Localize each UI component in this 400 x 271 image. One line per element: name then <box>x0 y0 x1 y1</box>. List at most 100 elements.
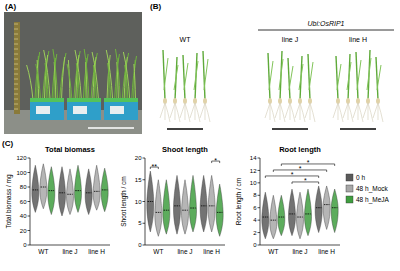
x-axis <box>30 245 110 246</box>
median-line <box>148 201 154 202</box>
seedling-root <box>348 103 353 122</box>
y-tick <box>258 158 261 159</box>
seedling-leaf <box>53 49 58 100</box>
seedling-root <box>200 103 205 118</box>
scale-bar <box>272 128 308 130</box>
y-tick-label: 8 <box>253 192 257 198</box>
figure: (A)(B)WTline Jline HUbi:OsRIP1(C)Total b… <box>0 0 400 271</box>
violin <box>58 167 65 216</box>
median-line <box>209 205 215 206</box>
seedling-shoot <box>183 55 185 100</box>
y-tick <box>258 232 261 233</box>
seedling-root <box>165 103 166 120</box>
x-tick-label: line J <box>62 248 77 255</box>
median-line <box>182 210 188 211</box>
seedling-leaf <box>123 52 129 100</box>
seedling-leaf <box>204 59 208 90</box>
seedling-leaf <box>289 66 293 90</box>
median-line <box>102 189 108 190</box>
ruler-tick <box>14 39 18 40</box>
pot-tag <box>110 106 124 114</box>
significance-label: * <box>291 171 294 178</box>
seedling-leaf <box>164 58 168 90</box>
y-axis-label: Shoot length / cm <box>120 176 128 227</box>
seedling-root <box>275 103 280 118</box>
seedling-shoot <box>368 50 370 100</box>
y-tick-label: 14 <box>250 155 257 161</box>
seedling-root <box>290 103 295 122</box>
seedling-leaf <box>134 64 136 100</box>
median-line <box>201 205 207 206</box>
legend-label: 48 h_Mock <box>356 185 389 193</box>
seedling-leaf <box>357 60 361 90</box>
y-tick-label: 12 <box>250 168 257 174</box>
median-line <box>324 204 330 205</box>
seedling-leaf <box>279 59 283 90</box>
y-tick-label: 0 <box>23 242 27 248</box>
violin <box>270 195 277 239</box>
ruler-tick <box>14 84 18 85</box>
seedling-root <box>280 103 285 122</box>
seedling-leaf <box>62 57 65 100</box>
y-tick-label: 2 <box>253 230 257 236</box>
seedling-leaf <box>174 65 178 90</box>
legend-swatch <box>346 174 353 181</box>
ruler-tick <box>14 74 18 75</box>
violin <box>85 169 92 215</box>
violin <box>304 189 311 236</box>
violin <box>200 175 207 232</box>
seedling-leaf <box>367 58 371 90</box>
median-line <box>305 213 311 214</box>
y-tick <box>258 182 261 183</box>
seedling-root <box>195 103 196 120</box>
seedling-shoot <box>203 51 205 100</box>
y-tick <box>28 245 31 246</box>
construct-label: Ubi:OsRIP1 <box>308 20 345 27</box>
median-line <box>190 208 196 209</box>
median-line <box>49 190 55 191</box>
ruler-tick <box>14 54 18 55</box>
seedling-root <box>358 103 359 120</box>
ruler-tick <box>14 44 18 45</box>
seedling-root <box>175 103 180 122</box>
median-line <box>271 220 277 221</box>
pot-rim <box>67 98 101 102</box>
median-line <box>86 192 92 193</box>
pot <box>67 98 101 120</box>
seedling-leaf <box>44 50 50 100</box>
chart-title: Shoot length <box>162 145 208 154</box>
x-tick-label: line H <box>318 248 335 255</box>
plot-area <box>32 164 108 216</box>
legend-swatch <box>346 185 353 192</box>
seedling-root <box>310 103 311 120</box>
seedling-root <box>363 103 368 118</box>
seedling-leaf <box>337 64 341 90</box>
seedling-root <box>338 103 343 122</box>
seedling-root <box>285 103 290 118</box>
scale-bar <box>340 128 376 130</box>
seedling-root <box>378 103 379 120</box>
violin <box>66 169 73 215</box>
seedling-shoot <box>348 54 350 100</box>
violin <box>32 165 39 212</box>
y-tick <box>258 195 261 196</box>
y-tick <box>28 158 31 159</box>
seedling-shoot <box>376 57 378 100</box>
seedling-root <box>348 103 349 120</box>
seedling-root <box>270 103 275 122</box>
median-line <box>41 187 47 188</box>
seedling-root <box>310 103 315 122</box>
pot-tag <box>36 106 50 114</box>
y-tick <box>28 216 31 217</box>
seedling-root <box>305 103 310 118</box>
seedling-leaf <box>75 50 81 100</box>
pot-rim <box>104 98 138 102</box>
seedling-root <box>190 103 195 118</box>
ruler-tick <box>14 99 18 100</box>
seedling-leaf <box>377 65 381 90</box>
ruler-tick <box>14 24 18 25</box>
ruler-tick <box>14 34 18 35</box>
x-tick-label: line H <box>88 248 105 255</box>
seedling-leaf <box>116 49 121 100</box>
seedling-shoot <box>288 58 290 100</box>
